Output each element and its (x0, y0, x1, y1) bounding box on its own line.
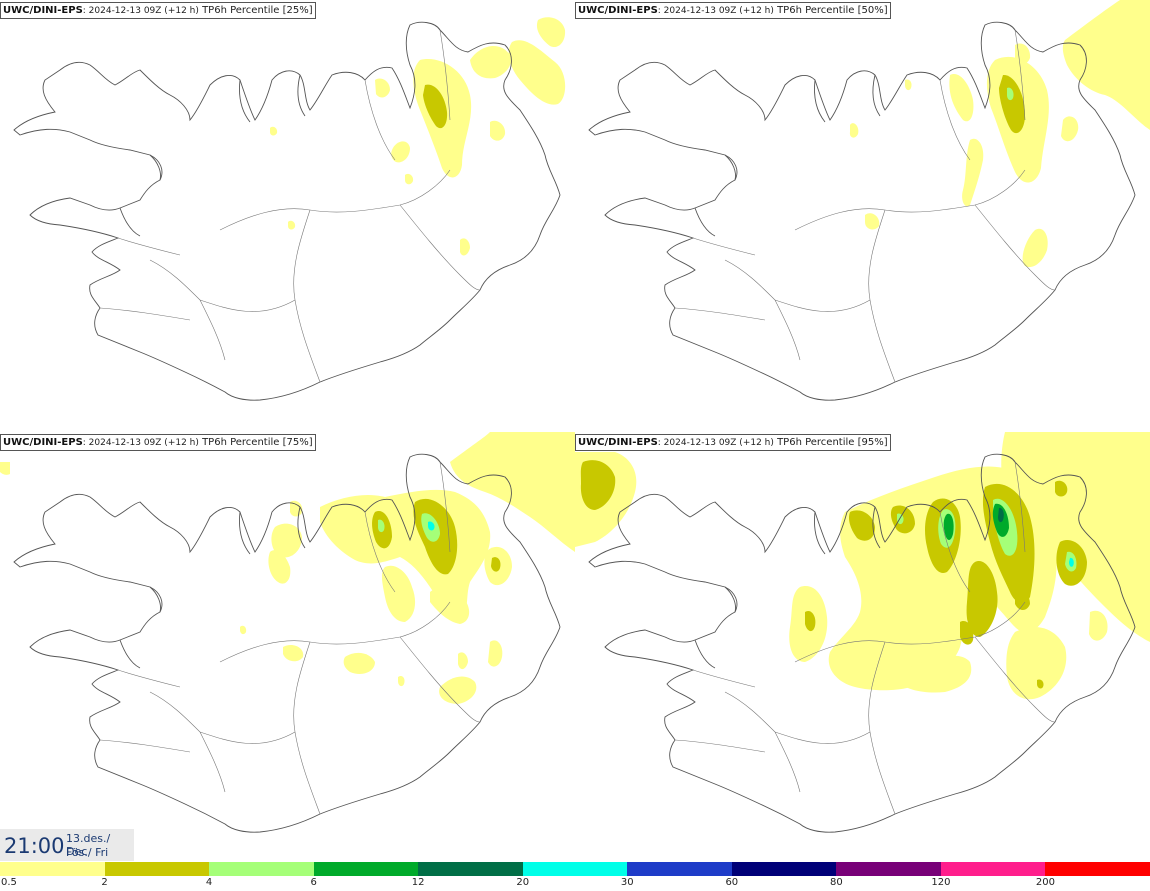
run-info: : 2024-12-13 09Z (+12 h) (657, 438, 774, 448)
precip-fields (849, 0, 1150, 268)
panel-title: UWC/DINI-EPS: 2024-12-13 09Z (+12 h) TP6… (0, 2, 316, 19)
field-name: TP6h Percentile [25%] (198, 5, 313, 16)
map-panel-50pct: UWC/DINI-EPS: 2024-12-13 09Z (+12 h) TP6… (575, 0, 1150, 432)
precip-fields (270, 17, 566, 256)
panel-title: UWC/DINI-EPS: 2024-12-13 09Z (+12 h) TP6… (575, 434, 891, 451)
colorbar-segment (522, 862, 628, 876)
colorbar-segment (836, 862, 942, 876)
iceland-map (0, 432, 575, 833)
colorbar-label: 120 (931, 877, 951, 888)
colorbar-segment (0, 862, 106, 876)
precip-fields (0, 432, 575, 704)
valid-date-line2: Fös./ Fri (66, 846, 109, 859)
colorbar-label: 60 (725, 877, 739, 888)
map-panel-95pct: UWC/DINI-EPS: 2024-12-13 09Z (+12 h) TP6… (575, 432, 1150, 864)
coastline (588, 21, 1136, 401)
iceland-map (13, 17, 566, 401)
map-panel-25pct: UWC/DINI-EPS: 2024-12-13 09Z (+12 h) TP6… (0, 0, 575, 432)
precip-fields (575, 432, 1150, 700)
field-name: TP6h Percentile [50%] (773, 5, 888, 16)
colorbar-segment (1045, 862, 1150, 876)
colorbar-labels: 0.5 2 4 6 12 20 30 60 80 120 200 (0, 877, 1150, 891)
map-panel-75pct: UWC/DINI-EPS: 2024-12-13 09Z (+12 h) TP6… (0, 432, 575, 864)
district-borders (99, 461, 481, 815)
model-name: UWC/DINI-EPS (3, 437, 83, 448)
colorbar-segment (418, 862, 524, 876)
colorbar-label: 2 (101, 877, 108, 888)
model-name: UWC/DINI-EPS (578, 437, 658, 448)
precip-colorbar (0, 862, 1150, 876)
colorbar-label: 4 (205, 877, 213, 888)
field-name: TP6h Percentile [95%] (773, 437, 888, 448)
district-borders (674, 29, 1056, 383)
run-info: : 2024-12-13 09Z (+12 h) (657, 6, 774, 16)
colorbar-label: 20 (516, 877, 530, 888)
colorbar-label: 80 (829, 877, 843, 888)
panel-title: UWC/DINI-EPS: 2024-12-13 09Z (+12 h) TP6… (0, 434, 316, 451)
field-name: TP6h Percentile [75%] (198, 437, 313, 448)
district-borders (99, 29, 481, 383)
colorbar-segment (731, 862, 837, 876)
valid-time-clock: 21:00 (4, 834, 65, 858)
valid-date-line1: 13.des./ Dec (66, 832, 111, 858)
model-name: UWC/DINI-EPS (3, 5, 83, 16)
valid-time-box: 21:00 13.des./ Dec Fös./ Fri (0, 829, 134, 861)
colorbar-segment (940, 862, 1046, 876)
colorbar-label: 6 (310, 877, 317, 888)
coastline (588, 453, 1136, 833)
colorbar-segment (104, 862, 210, 876)
colorbar-segment (209, 862, 315, 876)
colorbar-label: 30 (620, 877, 634, 888)
district-borders (674, 461, 1056, 815)
panel-title: UWC/DINI-EPS: 2024-12-13 09Z (+12 h) TP6… (575, 2, 891, 19)
model-name: UWC/DINI-EPS (578, 5, 658, 16)
iceland-map (588, 0, 1150, 401)
run-info: : 2024-12-13 09Z (+12 h) (82, 438, 199, 448)
colorbar-segment (627, 862, 733, 876)
colorbar-label: 12 (411, 877, 425, 888)
coastline (13, 21, 561, 401)
colorbar-segment (313, 862, 419, 876)
run-info: : 2024-12-13 09Z (+12 h) (82, 6, 199, 16)
iceland-map (575, 432, 1150, 833)
colorbar-label: 0.5 (1, 877, 17, 888)
colorbar-label: 200 (1035, 877, 1055, 888)
coastline (13, 453, 561, 833)
